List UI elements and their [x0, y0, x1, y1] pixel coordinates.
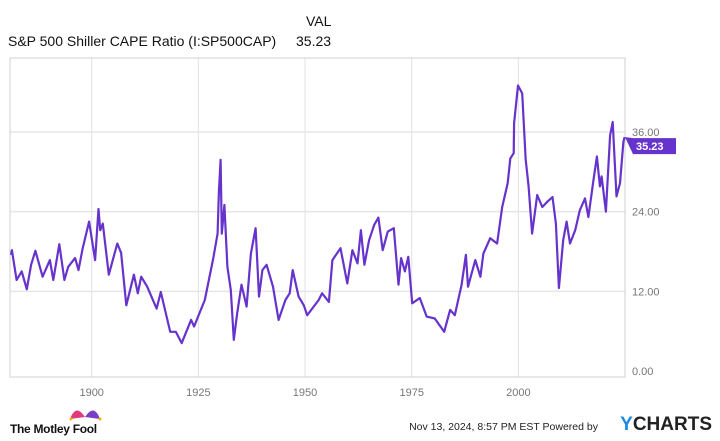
x-tick-label: 1975: [399, 387, 423, 399]
ycharts-logo-text: CHARTS: [632, 414, 712, 435]
plot-area-border: [9, 57, 626, 378]
motley-fool-logo: The Motley Fool: [10, 422, 97, 436]
last-value-badge-shape: [625, 137, 676, 155]
series-legend-label[interactable]: S&P 500 Shiller CAPE Ratio (I:SP500CAP): [8, 33, 277, 49]
timestamp-powered-by: Nov 13, 2024, 8:57 PM EST Powered by: [409, 421, 598, 433]
series-legend-value: 35.23: [296, 33, 332, 49]
ycharts-logo[interactable]: YCHARTS: [620, 414, 712, 436]
y-tick-label: 24.00: [632, 207, 660, 219]
footer: The Motley Fool Nov 13, 2024, 8:57 PM ES…: [0, 403, 720, 441]
x-tick-label: 2000: [506, 387, 530, 399]
timestamp: Nov 13, 2024, 8:57 PM EST: [409, 421, 540, 433]
y-tick-label: 36.00: [632, 127, 660, 139]
jester-hat-icon: [69, 410, 102, 421]
value-column-header: VAL: [306, 13, 332, 29]
last-value-label: 35.23: [636, 141, 664, 153]
y-tick-label: 0.00: [632, 366, 653, 378]
ycharts-logo-y: Y: [620, 414, 633, 435]
series-line-cape: [10, 84, 626, 345]
powered-by-label: Powered by: [542, 421, 598, 433]
x-tick-label: 1900: [79, 387, 103, 399]
last-value-badge: 35.23: [625, 137, 676, 155]
y-tick-label: 12.00: [632, 286, 660, 298]
x-tick-label: 1925: [186, 387, 210, 399]
x-tick-label: 1950: [293, 387, 317, 399]
